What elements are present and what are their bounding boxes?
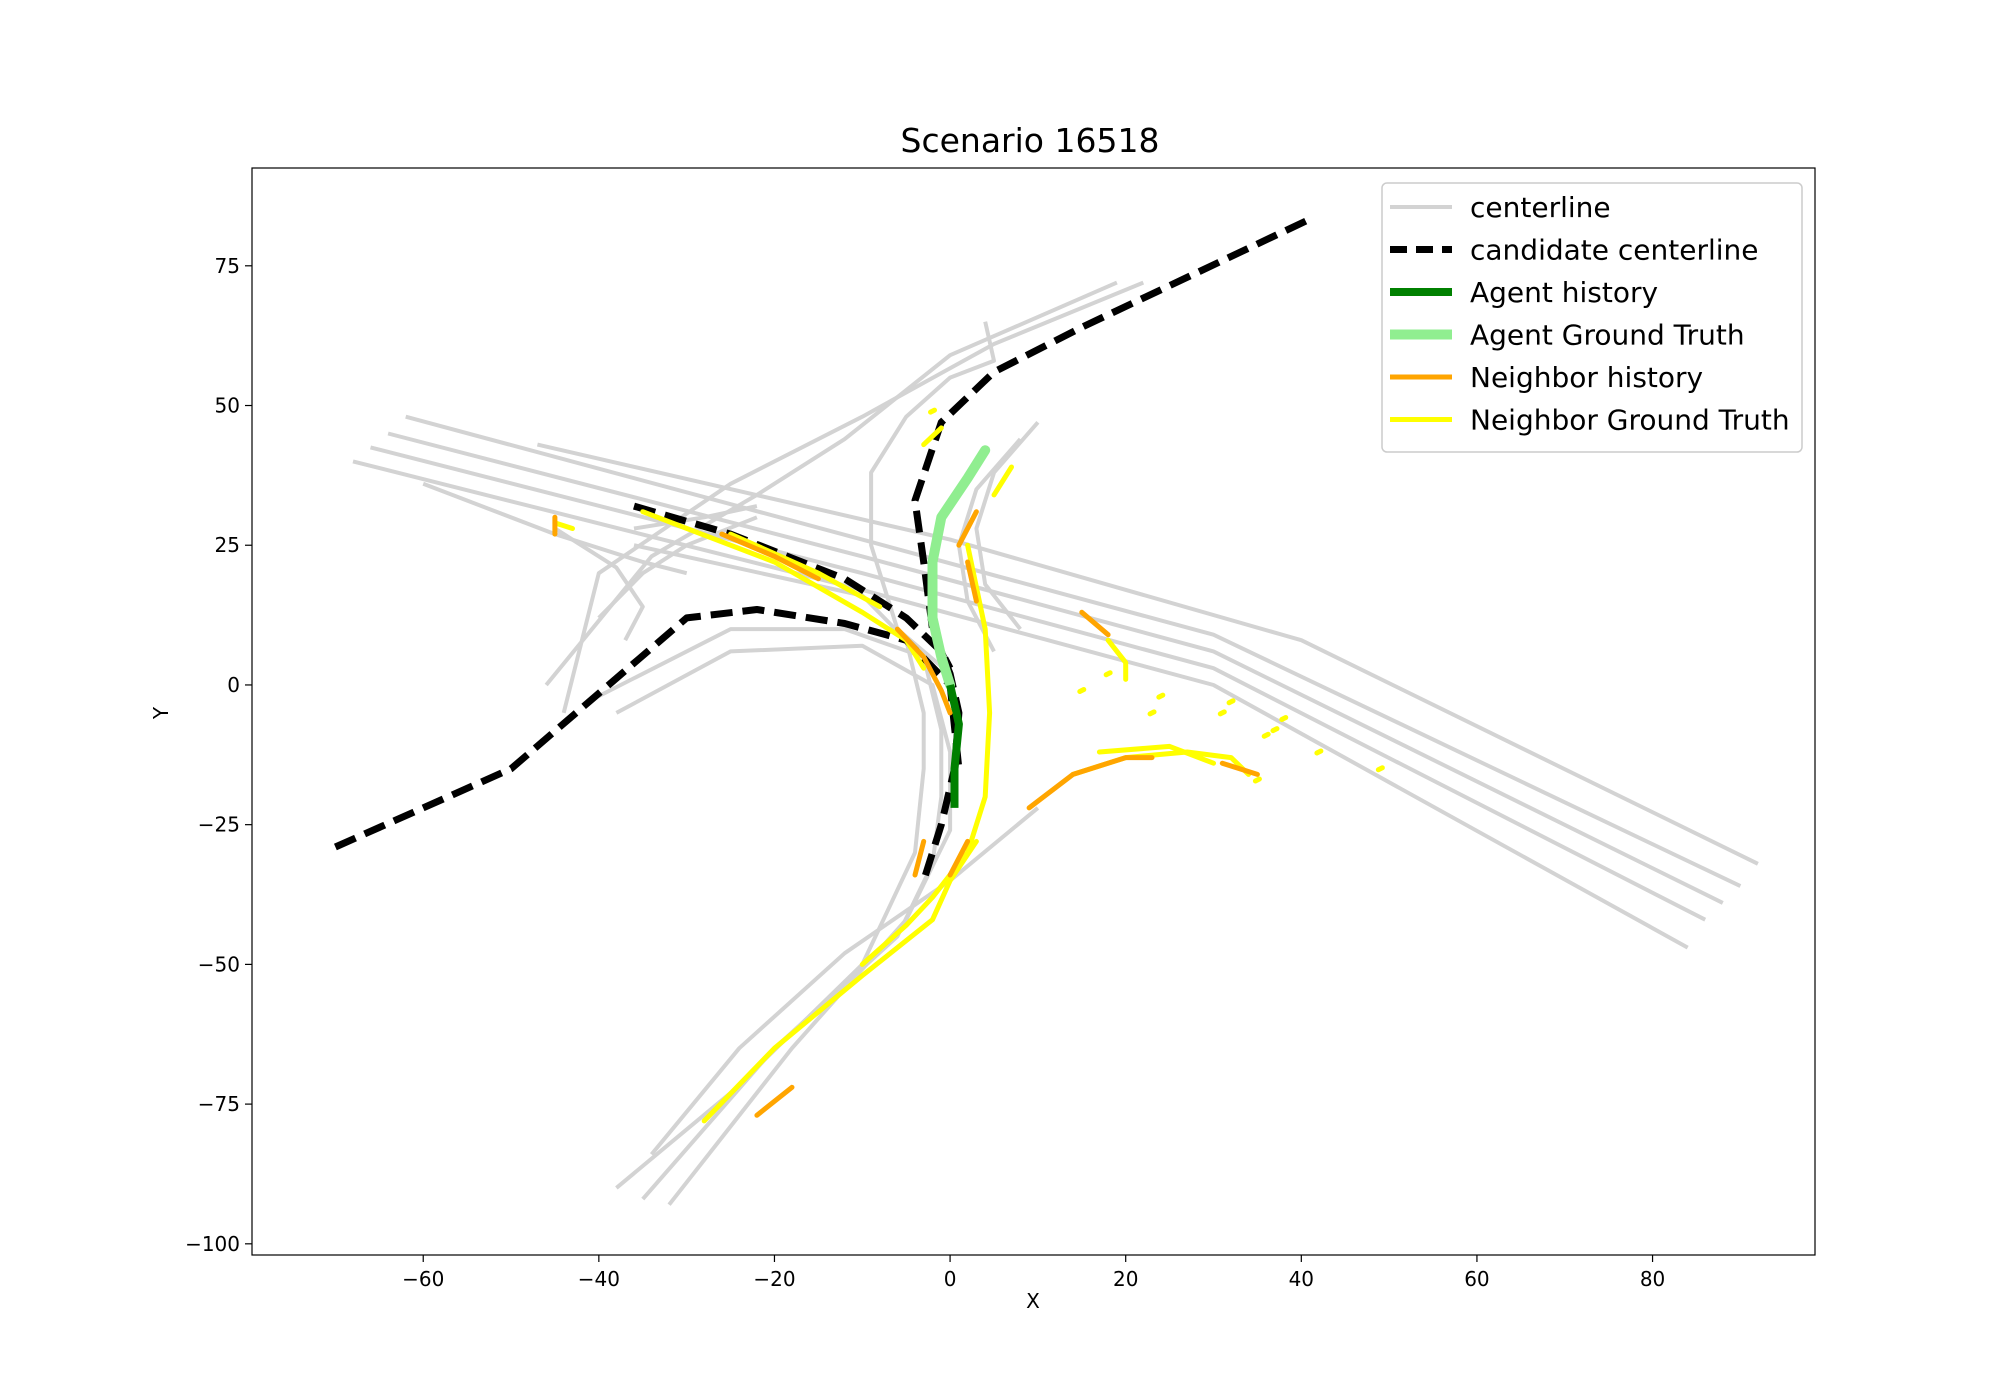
y-tick-label: 25	[215, 533, 240, 557]
neighbor-history-line	[956, 509, 979, 548]
legend-label: centerline	[1470, 191, 1611, 224]
x-axis-ticks: −60 −40 −20 0 20 40 60 80	[402, 1255, 1665, 1291]
y-tick-label: −75	[198, 1092, 240, 1116]
legend-label: Agent Ground Truth	[1470, 319, 1745, 352]
neighbor-history-line	[912, 838, 927, 878]
x-tick-label: 80	[1640, 1267, 1665, 1291]
centerline-line	[869, 321, 996, 676]
centerline-line	[553, 526, 645, 642]
y-axis-ticks: 75 50 25 0 −25 −50 −75 −100	[185, 254, 252, 1256]
neighbor-gt-line	[1226, 698, 1236, 706]
neighbor-gt-line	[1103, 670, 1113, 678]
x-tick-label: 20	[1113, 1267, 1138, 1291]
x-tick-label: −20	[753, 1267, 795, 1291]
neighbor-gt-line	[728, 531, 883, 610]
plot-frame	[251, 167, 1816, 1256]
neighbor-gt-line	[701, 838, 979, 1124]
neighbor-gt-line	[1261, 731, 1271, 739]
legend-label: Agent history	[1470, 276, 1658, 309]
y-tick-label: −50	[198, 952, 240, 976]
centerline-line	[974, 420, 1040, 631]
x-tick-label: 60	[1464, 1267, 1489, 1291]
centerline-line	[597, 627, 944, 1201]
legend-label: Neighbor Ground Truth	[1470, 404, 1790, 437]
centerline-line	[352, 459, 1689, 950]
agent-gt-line	[927, 445, 991, 690]
y-tick-label: −100	[185, 1232, 240, 1256]
neighbor-history-line	[947, 838, 971, 878]
centerline-line	[370, 445, 1707, 922]
centerline-line	[422, 481, 688, 576]
neighbor-gt-line	[1156, 692, 1166, 700]
centerline-line	[633, 504, 758, 531]
neighbor-gt-line	[1096, 743, 1216, 766]
neighbor-history-line	[1079, 609, 1111, 638]
legend-box	[1381, 182, 1803, 453]
neighbor-gt-line	[1105, 637, 1129, 682]
centerline-line	[544, 280, 1118, 687]
neighbor-gt-line	[1147, 709, 1157, 717]
neighbor-history-line	[754, 1084, 795, 1118]
y-tick-label: −25	[198, 813, 240, 837]
neighbor-gt-line	[1279, 714, 1289, 722]
centerline-line	[615, 643, 953, 1206]
legend-label: Neighbor history	[1470, 361, 1703, 394]
neighbor-gt-line	[1252, 776, 1262, 784]
centerline-line	[536, 442, 1759, 866]
neighbor-history-line	[965, 559, 979, 604]
chart-title: Scenario 16518	[901, 121, 1160, 160]
neighbor-gt-line	[965, 542, 993, 856]
trajectory-lines	[333, 217, 1759, 1206]
centerline-line	[387, 431, 1724, 905]
neighbor-gt-line	[640, 509, 927, 671]
neighbor-gt-line	[1314, 748, 1324, 756]
x-tick-label: −60	[402, 1267, 444, 1291]
neighbor-history-line	[894, 626, 953, 716]
neighbor-gt-line	[1270, 726, 1280, 734]
neighbor-history-line	[1026, 755, 1155, 811]
x-tick-label: 40	[1289, 1267, 1314, 1291]
candidate-line	[633, 502, 954, 670]
candidate-line	[911, 217, 1308, 882]
x-tick-label: −40	[578, 1267, 620, 1291]
legend: centerline candidate centerline Agent hist…	[1381, 182, 1803, 453]
legend-label: candidate centerline	[1470, 234, 1759, 267]
x-tick-label: 0	[944, 1267, 957, 1291]
agent-history-line	[946, 684, 963, 808]
neighbor-gt-line	[1217, 709, 1227, 717]
centerline-line	[561, 280, 1145, 714]
centerline-line	[405, 414, 1742, 888]
neighbor-history-line	[719, 531, 821, 582]
y-tick-label: 0	[227, 673, 240, 697]
y-tick-label: 75	[215, 254, 240, 278]
neighbor-gt-line	[928, 407, 938, 415]
candidate-line	[333, 606, 963, 851]
y-tick-label: 50	[215, 394, 240, 418]
neighbor-history-line	[1219, 760, 1260, 777]
neighbor-gt-line	[991, 464, 1014, 498]
centerline-line	[597, 515, 758, 620]
x-axis-label: X	[1026, 1289, 1040, 1313]
neighbor-gt-line	[1375, 765, 1385, 773]
neighbor-gt-line	[1077, 687, 1087, 695]
neighbor-gt-line	[552, 520, 575, 531]
y-axis-label: Y	[149, 706, 173, 720]
neighbor-gt-line	[921, 425, 944, 448]
centerline-line	[649, 806, 1040, 1156]
